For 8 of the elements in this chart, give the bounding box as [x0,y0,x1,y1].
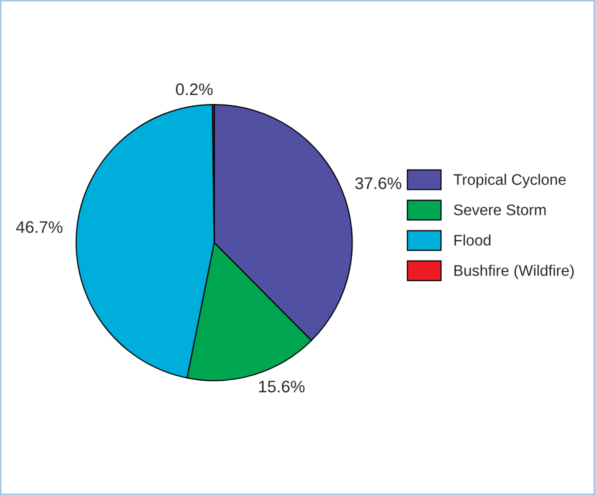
data-label: 0.2% [176,83,213,96]
data-label: 15.6% [259,380,305,392]
data-label: 46.7% [16,221,62,233]
legend-label: Tropical Cyclone [454,174,566,188]
data-label: 37.6% [355,177,402,190]
legend-label: Flood [454,234,490,246]
legend-label: Bushfire (Wildfire) [454,264,574,279]
legend-label: Severe Storm [454,204,546,216]
